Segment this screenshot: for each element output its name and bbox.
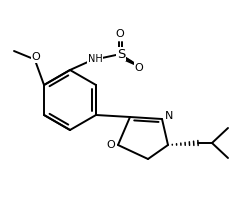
Text: S: S [117,47,125,60]
Text: O: O [107,140,115,150]
Text: N: N [165,111,173,121]
Text: O: O [135,63,143,73]
Text: O: O [32,52,40,62]
Text: NH: NH [88,54,102,64]
Text: O: O [116,29,124,39]
